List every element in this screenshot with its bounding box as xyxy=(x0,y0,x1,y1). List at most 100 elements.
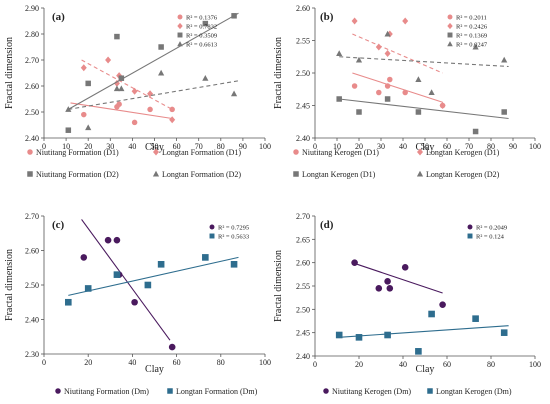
x-tick-label: 10 xyxy=(62,142,70,151)
x-tick-label: 90 xyxy=(239,142,247,151)
x-tick-label: 100 xyxy=(259,142,271,151)
x-tick-label: 30 xyxy=(377,142,385,151)
x-tick-label: 60 xyxy=(443,142,451,151)
x-axis-label: Clay xyxy=(416,364,435,375)
y-tick-label: 2.40 xyxy=(296,134,310,143)
data-point xyxy=(104,236,112,244)
data-point xyxy=(113,271,121,278)
data-point xyxy=(202,20,209,27)
legend-r2-label: R² = 0.7832 xyxy=(186,24,217,31)
trend-line xyxy=(339,325,509,338)
data-point xyxy=(384,50,391,57)
series-1 xyxy=(70,101,175,126)
series-1 xyxy=(80,219,176,351)
trend-line xyxy=(68,80,239,110)
data-point xyxy=(116,101,122,107)
data-point xyxy=(168,343,176,351)
y-tick-label: 2.70 xyxy=(25,56,39,65)
y-tick-label: 2.45 xyxy=(296,329,310,338)
x-tick-label: 60 xyxy=(173,142,181,151)
data-point xyxy=(231,13,237,19)
chart-panel-3: 0 20 40 60 80 100 2.30 2.40 2.50 2.60 2.70 Clay Frac… xyxy=(4,212,271,396)
legend-marker xyxy=(167,388,173,394)
y-tick-label: 2.60 xyxy=(296,4,310,13)
y-tick-label: 2.40 xyxy=(296,352,310,361)
bottom-legend: Niutitang Kerogen (D1) Longtan Kerogen (D… xyxy=(293,148,500,179)
y-tick-label: 2.60 xyxy=(25,82,39,91)
data-point xyxy=(428,310,435,318)
data-point xyxy=(351,259,358,266)
trend-line xyxy=(352,72,443,103)
x-tick-label: 70 xyxy=(195,142,203,151)
legend-r2-label: R² = 0.2011 xyxy=(456,15,487,22)
legend-r2-label: R² = 0.0247 xyxy=(456,42,488,49)
data-point xyxy=(202,74,209,81)
x-tick-label: 0 xyxy=(42,358,46,367)
x-tick-label: 60 xyxy=(443,360,451,369)
data-point xyxy=(65,127,72,133)
legend-r2-label: R² = 0.2426 xyxy=(456,24,488,31)
legend-marker xyxy=(293,171,299,177)
y-axis-label: Fractal dimension xyxy=(4,37,15,109)
data-point xyxy=(384,96,391,102)
y-tick-label: 2.80 xyxy=(25,30,39,39)
legend-marker xyxy=(323,388,329,394)
legend-r2-label: R² = 0.3509 xyxy=(186,33,217,40)
x-tick-label: 80 xyxy=(487,142,495,151)
data-point xyxy=(428,89,435,95)
data-point xyxy=(230,90,238,97)
data-point xyxy=(375,285,383,292)
data-point xyxy=(158,69,165,76)
data-point xyxy=(131,87,138,95)
bottom-legend: Niutitang Kerogen (Dm) Longtan Kerogen (D… xyxy=(323,387,512,396)
y-tick-label: 2.70 xyxy=(25,212,39,221)
series-2 xyxy=(80,56,176,124)
legend-marker xyxy=(152,170,160,177)
x-tick-label: 100 xyxy=(529,360,541,369)
y-tick-label: 2.40 xyxy=(25,316,39,325)
panel-label: (c) xyxy=(52,219,65,231)
x-tick-label: 80 xyxy=(487,360,495,369)
data-point xyxy=(113,236,121,244)
series-4 xyxy=(65,69,239,131)
data-point xyxy=(386,285,394,292)
data-point xyxy=(335,331,343,339)
data-point xyxy=(402,17,409,25)
legend-marker xyxy=(177,32,183,38)
y-tick-label: 2.50 xyxy=(296,305,310,314)
y-axis-label: Fractal dimension xyxy=(273,37,284,109)
legend-series-label: Longtan Formation (D2) xyxy=(162,170,241,179)
x-tick-label: 40 xyxy=(399,142,407,151)
trend-line xyxy=(70,102,173,120)
data-point xyxy=(355,334,363,341)
data-point xyxy=(80,64,87,72)
legend-series-label: Longtan Kerogen (D1) xyxy=(426,148,500,157)
legend-r2-label: R² = 0.1376 xyxy=(186,15,218,22)
x-tick-label: 100 xyxy=(529,142,541,151)
data-point xyxy=(387,76,393,83)
data-point xyxy=(65,298,72,306)
legend-r2-label: R² = 0.6613 xyxy=(186,42,217,49)
legend-marker xyxy=(293,149,299,155)
series-1 xyxy=(351,259,446,308)
legend-marker xyxy=(209,233,215,239)
data-point xyxy=(472,315,479,322)
data-point xyxy=(85,124,92,131)
data-point xyxy=(84,285,92,292)
data-point xyxy=(169,116,176,124)
legend-series-label: Longtan Kerogen (D2) xyxy=(426,170,500,179)
r2-legend: R² = 0.7295 R² = 0.5633 xyxy=(209,225,249,241)
trend-line xyxy=(81,59,173,110)
data-point xyxy=(118,75,125,81)
legend-marker xyxy=(177,14,183,20)
series-2 xyxy=(351,17,446,109)
trend-line xyxy=(352,262,443,294)
y-axis-label: Fractal dimension xyxy=(273,250,284,322)
chart-panel-1: 0 10 20 30 40 50 60 70 80 90 100 2.40 2.50 2.60 2.70 2.… xyxy=(4,4,271,179)
x-tick-label: 50 xyxy=(151,142,159,151)
trend-line xyxy=(339,56,509,68)
x-tick-label: 20 xyxy=(84,142,92,151)
x-tick-label: 0 xyxy=(42,142,46,151)
legend-marker xyxy=(177,41,183,47)
